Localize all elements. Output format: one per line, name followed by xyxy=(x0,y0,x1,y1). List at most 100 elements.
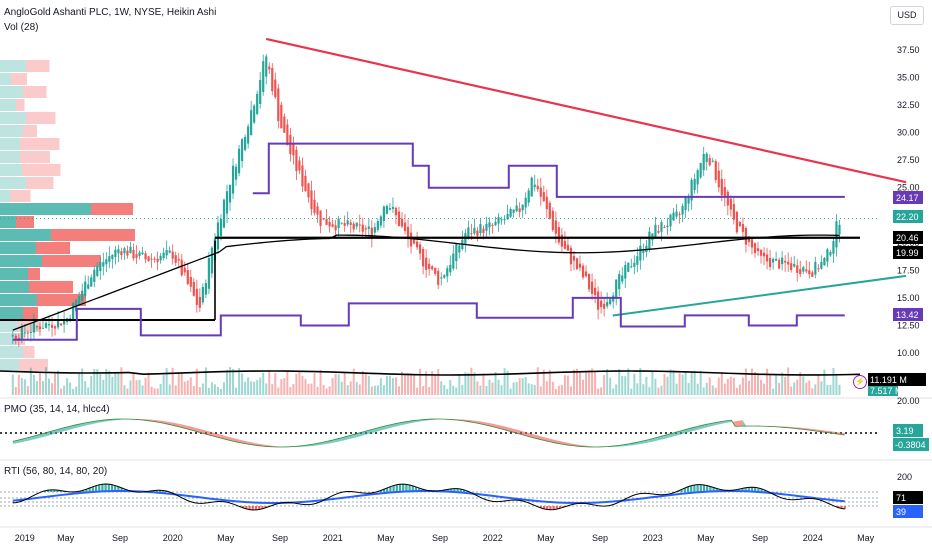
candle-body xyxy=(790,263,793,271)
volume-bar xyxy=(325,388,328,395)
candle-body xyxy=(593,287,597,296)
volume-bar xyxy=(219,388,222,395)
volume-sub-tag-bg xyxy=(868,386,898,396)
candle-body xyxy=(72,303,75,320)
volume-bar xyxy=(461,384,464,395)
currency-button[interactable]: USD xyxy=(890,6,924,25)
volume-bar xyxy=(404,374,407,395)
volume-bar xyxy=(660,385,663,395)
candle-body xyxy=(81,290,84,301)
candle-body xyxy=(210,247,214,274)
volume-bar xyxy=(274,372,277,395)
candle-body xyxy=(693,178,696,191)
volume-bar xyxy=(835,373,838,395)
candle-body xyxy=(720,178,723,196)
volume-bar xyxy=(726,378,729,395)
candle-body xyxy=(334,225,337,231)
profile-bar-up xyxy=(0,307,23,319)
price-axis-label: 27.50 xyxy=(897,155,920,165)
volume-bar xyxy=(772,388,775,395)
volume-bar xyxy=(379,378,382,395)
candle-body xyxy=(491,224,494,226)
lower-channel-line xyxy=(12,296,845,341)
profile-bar-up xyxy=(0,60,26,72)
profile-bar-down xyxy=(19,359,48,371)
candle-body xyxy=(216,222,220,250)
candle-body xyxy=(606,301,609,307)
candle-body xyxy=(262,61,265,93)
volume-bar xyxy=(428,386,431,395)
volume-bar xyxy=(132,372,135,395)
candle-body xyxy=(657,230,660,233)
price-axis-label: 32.50 xyxy=(897,100,920,110)
volume-bar xyxy=(672,370,675,395)
volume-bar xyxy=(560,384,563,395)
volume-bar xyxy=(364,372,367,395)
candle-body xyxy=(762,252,766,257)
candle-body xyxy=(406,226,410,239)
heikin-ashi-candles[interactable] xyxy=(11,53,841,347)
volume-bar xyxy=(331,378,334,395)
volume-bar xyxy=(449,380,452,395)
candle-body xyxy=(50,324,54,328)
volume-bar xyxy=(29,367,32,395)
candle-body xyxy=(554,220,557,234)
candle-body xyxy=(814,261,817,275)
volume-bar xyxy=(699,370,702,395)
profile-bar-up xyxy=(0,177,26,189)
rti-indicator-label[interactable]: RTI (56, 80, 14, 80, 20) xyxy=(4,466,108,477)
candle-body xyxy=(506,214,509,220)
candle-body xyxy=(268,66,271,70)
candle-body xyxy=(195,288,198,306)
volume-bar xyxy=(790,386,793,395)
volume-bar xyxy=(144,377,147,395)
candle-body xyxy=(75,299,78,312)
lightning-icon[interactable]: ⚡ xyxy=(853,375,867,389)
candle-body xyxy=(183,267,186,273)
candle-body xyxy=(449,264,452,273)
lower-channel-tag: 13.42 xyxy=(896,310,919,320)
volume-bar xyxy=(705,382,708,395)
rti-line xyxy=(12,483,845,511)
candle-body xyxy=(53,326,57,329)
candle-body xyxy=(364,228,367,230)
volume-bar xyxy=(69,382,72,395)
overlay-lines xyxy=(0,37,907,341)
profile-bar-up xyxy=(0,99,16,111)
candle-body xyxy=(222,199,226,228)
candle-body xyxy=(159,255,162,261)
candle-body xyxy=(458,245,461,253)
candle-body xyxy=(44,322,48,328)
volume-bar xyxy=(87,387,90,395)
volume-bar xyxy=(820,381,823,395)
volume-ma-line xyxy=(0,370,861,376)
profile-bar-up xyxy=(0,216,16,228)
volume-bar xyxy=(509,388,512,395)
volume-bar xyxy=(521,378,524,395)
candle-body xyxy=(379,216,382,226)
candle-body xyxy=(726,191,729,206)
volume-tag-bg xyxy=(868,373,926,386)
volume-bar xyxy=(654,378,657,395)
axes: 37.5035.0032.5030.0027.5025.0022.5020.00… xyxy=(0,45,932,543)
volume-bar xyxy=(524,377,527,395)
candle-body xyxy=(660,222,663,232)
volume-bar xyxy=(494,371,497,395)
pmo-indicator-label[interactable]: PMO (35, 14, 14, hlcc4) xyxy=(4,404,110,415)
volume-bar xyxy=(687,383,690,395)
candle-body xyxy=(277,88,280,122)
volume-bar xyxy=(618,369,621,395)
candle-body xyxy=(397,211,401,226)
candle-body xyxy=(41,327,45,329)
candle-body xyxy=(150,258,153,260)
volume-bar xyxy=(630,388,633,395)
volume-bar xyxy=(295,373,298,395)
volume-bar xyxy=(343,372,346,395)
candle-body xyxy=(479,224,482,234)
rti-signal-tag: 39 xyxy=(896,507,906,517)
volume-bar xyxy=(636,383,639,395)
candle-body xyxy=(153,258,156,260)
candle-body xyxy=(250,110,253,135)
volume-indicator-label[interactable]: Vol (28) xyxy=(4,22,39,33)
